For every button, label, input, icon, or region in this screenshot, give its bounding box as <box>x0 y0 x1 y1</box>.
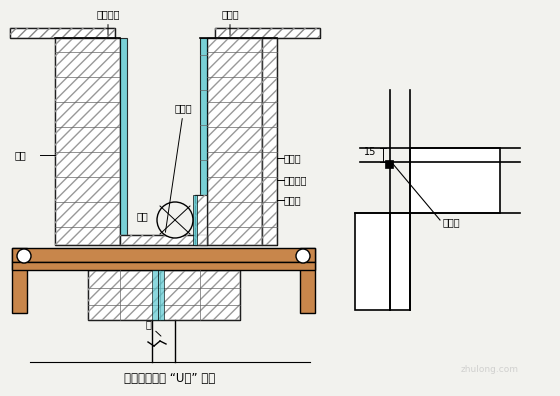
Bar <box>158 270 164 320</box>
Bar <box>88 270 240 320</box>
Text: 钉管背樓: 钉管背樓 <box>284 175 307 185</box>
Circle shape <box>157 202 193 238</box>
Bar <box>55 38 120 245</box>
Bar <box>207 38 262 245</box>
Bar <box>385 160 393 168</box>
Text: 楼板底模: 楼板底模 <box>96 9 120 35</box>
Bar <box>10 28 115 38</box>
Bar <box>200 38 207 245</box>
Circle shape <box>17 249 31 263</box>
Bar <box>152 270 158 320</box>
Bar <box>10 28 115 38</box>
Bar <box>88 270 240 320</box>
Bar <box>215 28 320 38</box>
Bar <box>262 38 277 245</box>
Text: 柱: 柱 <box>145 319 161 336</box>
Text: 梁底模: 梁底模 <box>165 103 193 232</box>
Text: 木方: 木方 <box>14 150 26 160</box>
Bar <box>193 195 197 245</box>
Bar <box>355 213 410 310</box>
Bar <box>262 38 277 245</box>
Text: 柱模板: 柱模板 <box>284 195 302 205</box>
Bar <box>410 148 500 213</box>
Bar <box>120 38 127 245</box>
Bar <box>55 38 120 245</box>
Bar <box>120 235 207 245</box>
Bar <box>300 248 315 313</box>
Bar <box>215 28 320 38</box>
Bar <box>127 38 200 235</box>
Text: 密封条: 密封条 <box>443 217 461 227</box>
Bar <box>12 248 315 262</box>
Text: zhulong.com: zhulong.com <box>461 366 519 375</box>
Text: 15: 15 <box>363 147 376 157</box>
Circle shape <box>296 249 310 263</box>
Bar <box>12 248 27 313</box>
Bar <box>195 195 207 245</box>
Text: 梁背方: 梁背方 <box>284 153 302 163</box>
Bar <box>120 235 207 245</box>
Text: 木方: 木方 <box>136 211 148 221</box>
Text: 梁侧模: 梁侧模 <box>221 9 239 35</box>
Text: 梁、柱接头处 “U形” 模板: 梁、柱接头处 “U形” 模板 <box>124 371 216 385</box>
Bar <box>207 38 262 245</box>
Bar <box>12 262 315 270</box>
Bar <box>195 195 207 245</box>
